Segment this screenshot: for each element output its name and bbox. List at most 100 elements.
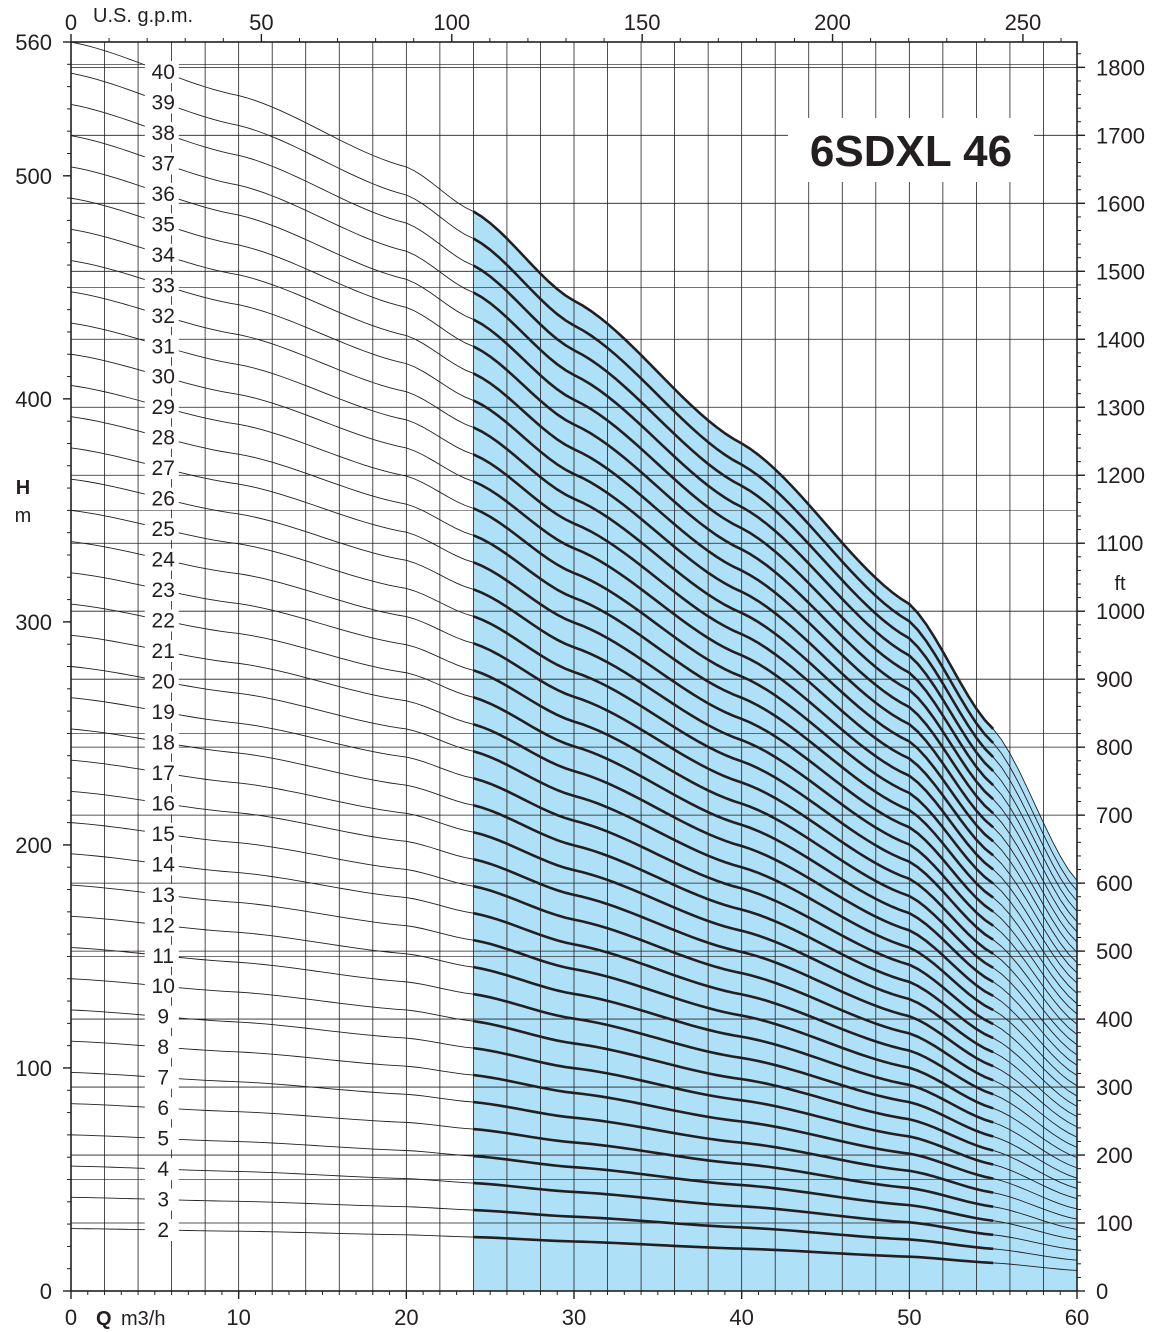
- stage-label-6: 6: [157, 1097, 169, 1120]
- stage-curve-range-38: [472, 264, 995, 758]
- stage-label-bg-22: [144, 609, 179, 632]
- stage-curve-range-37: [472, 291, 995, 773]
- stage-label-bg-25: [144, 518, 179, 541]
- x-axis-tick-label: 10: [226, 1305, 250, 1330]
- stage-label-bg-4: [144, 1158, 179, 1181]
- stage-curve-range-20: [473, 750, 994, 1012]
- stage-label-40: 40: [152, 61, 175, 84]
- x-axis-tick-label: 20: [394, 1305, 418, 1330]
- stage-label-35: 35: [152, 213, 175, 236]
- stage-label-bg-18: [144, 731, 179, 754]
- stage-label-15: 15: [152, 823, 175, 846]
- stage-label-bg-29: [144, 396, 179, 419]
- right-axis-tick-label: 200: [1096, 1143, 1133, 1168]
- top-axis-tick-label: 50: [249, 10, 273, 35]
- stage-curve-range-12: [473, 965, 994, 1124]
- stage-label-bg-38: [144, 121, 179, 144]
- top-axis-tick-label: 250: [1005, 10, 1042, 35]
- stage-label-13: 13: [152, 884, 175, 907]
- stage-label-30: 30: [152, 366, 175, 389]
- stage-label-bg-2: [144, 1219, 179, 1242]
- stage-label-10: 10: [152, 975, 175, 998]
- stage-curve-range-4: [473, 1181, 994, 1237]
- stage-curve-range-21: [472, 723, 994, 998]
- stage-curve-range-40: [472, 210, 995, 730]
- stage-label-28: 28: [152, 427, 175, 450]
- stage-label-bg-26: [144, 487, 179, 510]
- stage-label-23: 23: [152, 579, 175, 602]
- right-axis-tick-label: 1400: [1096, 327, 1145, 352]
- curves-layer: 2345678910111213141516171819202122232425…: [70, 41, 1078, 1271]
- stage-label-3: 3: [157, 1189, 169, 1212]
- stage-label-bg-34: [144, 243, 179, 266]
- stage-curve-range-27: [472, 561, 994, 913]
- stage-curve-range-9: [473, 1046, 994, 1166]
- stage-label-33: 33: [152, 274, 175, 297]
- stage-label-8: 8: [157, 1036, 169, 1059]
- right-axis-tick-label: 1000: [1096, 599, 1145, 624]
- right-axis-unit: ft: [1114, 573, 1126, 595]
- right-axis-tick-label: 1200: [1096, 463, 1145, 488]
- stage-label-7: 7: [157, 1067, 169, 1090]
- stage-curve-range-3: [473, 1208, 994, 1251]
- stage-label-bg-33: [144, 274, 179, 297]
- stage-label-32: 32: [152, 305, 175, 328]
- x-axis-q-symbol: Q: [96, 1308, 112, 1330]
- stage-curve-range-2: [473, 1235, 994, 1265]
- stage-label-bg-24: [144, 548, 179, 571]
- stage-label-4: 4: [157, 1158, 169, 1181]
- stage-label-18: 18: [152, 731, 175, 754]
- top-axis-tick-label: 0: [65, 10, 77, 35]
- stage-label-12: 12: [152, 914, 175, 937]
- top-axis-name: U.S. g.p.m.: [93, 5, 193, 27]
- stage-label-21: 21: [152, 640, 175, 663]
- right-axis-tick-label: 800: [1096, 735, 1133, 760]
- stage-curve-range-8: [473, 1073, 994, 1180]
- right-axis-tick-label: 400: [1096, 1007, 1133, 1032]
- stage-curve-range-15: [473, 884, 994, 1082]
- right-axis-tick-label: 1800: [1096, 55, 1145, 80]
- stage-label-bg-5: [144, 1127, 179, 1150]
- stage-label-bg-16: [144, 792, 179, 815]
- stage-curve-range-29: [472, 507, 994, 885]
- stage-curve-range-7: [473, 1100, 994, 1194]
- stage-label-36: 36: [152, 183, 175, 206]
- stage-label-11: 11: [152, 945, 174, 968]
- stage-label-bg-7: [144, 1066, 179, 1089]
- stage-label-bg-11: [144, 944, 179, 967]
- stage-curve-range-28: [472, 534, 994, 899]
- stage-curve-range-16: [473, 857, 994, 1068]
- stage-curve-range-24: [472, 642, 994, 955]
- stage-curve-range-22: [472, 696, 994, 983]
- stage-label-27: 27: [152, 457, 175, 480]
- stage-label-bg-8: [144, 1036, 179, 1059]
- stage-curve-range-5: [473, 1154, 994, 1223]
- stage-curve-range-14: [473, 911, 994, 1096]
- right-axis-tick-label: 1600: [1096, 191, 1145, 216]
- right-axis-tick-label: 300: [1096, 1075, 1133, 1100]
- stage-label-2: 2: [157, 1219, 169, 1242]
- stage-label-31: 31: [152, 335, 175, 358]
- stage-curve-range-11: [473, 992, 994, 1138]
- stage-curve-range-36: [472, 318, 995, 787]
- y-axis-tick-label: 560: [15, 30, 52, 55]
- x-axis-tick-label: 0: [65, 1305, 77, 1330]
- stage-label-bg-37: [144, 152, 179, 175]
- stage-label-bg-12: [144, 914, 179, 937]
- stage-label-bg-19: [144, 700, 179, 723]
- right-axis-tick-label: 100: [1096, 1211, 1133, 1236]
- stage-label-bg-10: [144, 975, 179, 998]
- stage-label-37: 37: [152, 152, 175, 175]
- stage-label-bg-35: [144, 213, 179, 236]
- y-axis-tick-label: 500: [15, 164, 52, 189]
- stage-label-bg-14: [144, 853, 179, 876]
- right-axis-tick-label: 1100: [1096, 531, 1143, 556]
- top-axis-tick-label: 100: [433, 10, 470, 35]
- stage-curve-range-33: [472, 399, 995, 829]
- stage-label-bg-31: [144, 335, 179, 358]
- stage-label-17: 17: [152, 762, 175, 785]
- title-box: [788, 118, 1034, 182]
- stage-label-29: 29: [152, 396, 175, 419]
- stage-label-5: 5: [157, 1128, 169, 1151]
- y-axis-name: H: [16, 477, 30, 499]
